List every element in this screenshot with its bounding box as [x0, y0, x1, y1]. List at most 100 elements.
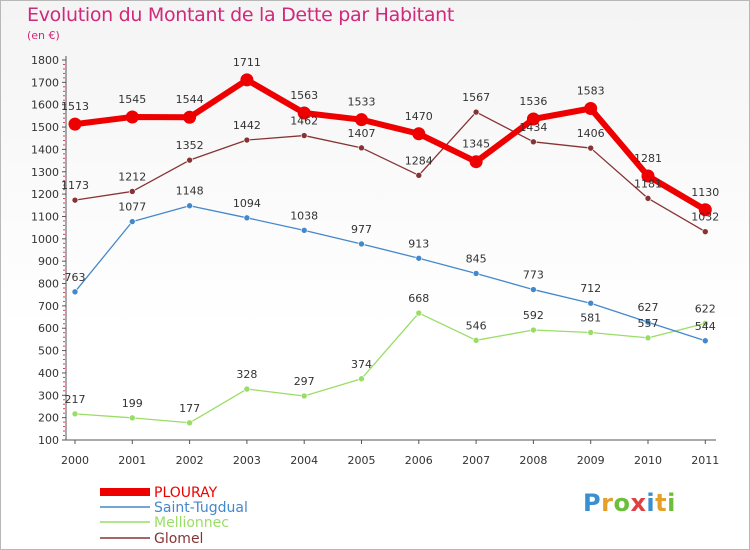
y-tick-label: 1500	[31, 121, 59, 134]
x-tick-label: 2005	[348, 454, 376, 467]
data-label: 1094	[233, 197, 261, 210]
data-label: 1148	[176, 185, 204, 198]
data-label: 1130	[691, 186, 719, 199]
data-point	[358, 144, 365, 152]
logo-letter: r	[601, 489, 614, 517]
data-label: 217	[65, 393, 86, 406]
data-point	[186, 202, 193, 210]
data-point	[530, 138, 537, 146]
data-label: 1406	[577, 127, 605, 140]
data-point	[644, 318, 652, 326]
series-line-mellionnec	[74, 312, 706, 424]
y-tick-label: 1800	[31, 54, 59, 67]
data-point	[415, 254, 423, 262]
y-tick-label: 1100	[31, 210, 59, 223]
legend-label: Mellionnec	[154, 515, 229, 531]
data-label: 1173	[61, 179, 89, 192]
logo-letter: i	[646, 489, 656, 517]
data-point	[698, 203, 712, 217]
data-label: 627	[638, 301, 659, 314]
data-point	[240, 73, 254, 87]
data-label: 1038	[290, 209, 318, 222]
legend-label: Glomel	[154, 531, 203, 547]
data-label: 581	[580, 311, 601, 324]
data-point	[183, 110, 197, 124]
logo-letter: t	[655, 489, 668, 517]
data-point	[584, 102, 598, 116]
data-point	[355, 113, 368, 127]
data-point	[415, 172, 423, 179]
data-point	[129, 414, 136, 422]
series-line-plouray	[74, 76, 707, 213]
x-tick-label: 2010	[634, 454, 662, 467]
data-label: 1567	[462, 91, 490, 104]
data-point	[701, 337, 709, 345]
data-point	[243, 136, 251, 144]
data-label: 1462	[290, 115, 318, 128]
data-label: 297	[294, 375, 315, 388]
data-label: 845	[466, 252, 487, 265]
x-tick-label: 2001	[118, 454, 146, 467]
data-point	[641, 169, 655, 183]
y-tick-label: 1600	[31, 99, 59, 112]
data-label: 773	[523, 269, 544, 282]
x-tick-label: 2007	[462, 454, 490, 467]
data-label: 1583	[577, 85, 605, 98]
data-label: 668	[408, 292, 429, 305]
data-point	[243, 385, 251, 393]
data-label: 374	[351, 358, 372, 371]
data-label: 1345	[462, 138, 490, 151]
data-point	[186, 419, 193, 427]
y-tick-label: 700	[38, 300, 59, 313]
data-point	[644, 195, 652, 202]
x-tick-label: 2008	[519, 454, 547, 467]
data-point	[300, 392, 308, 400]
y-tick-label: 200	[38, 412, 59, 425]
x-tick-label: 2011	[691, 454, 719, 467]
y-tick-label: 500	[38, 345, 59, 358]
data-point	[530, 286, 537, 293]
y-tick-label: 900	[38, 255, 59, 268]
data-point	[587, 144, 595, 152]
data-label: 1281	[634, 152, 662, 165]
x-tick-label: 2009	[577, 454, 605, 467]
data-label: 1563	[290, 89, 318, 102]
logo-letter: x	[630, 489, 647, 517]
data-label: 557	[638, 317, 659, 330]
x-tick-label: 2000	[61, 454, 89, 467]
data-point	[300, 132, 308, 139]
data-point	[644, 334, 652, 342]
data-label: 1470	[405, 110, 433, 123]
data-label: 199	[122, 397, 143, 410]
data-label: 544	[695, 320, 716, 333]
chart-subtitle: (en €)	[27, 29, 60, 42]
data-point	[701, 228, 709, 235]
logo-letter: P	[583, 489, 602, 517]
data-label: 592	[523, 309, 544, 322]
data-point	[701, 320, 709, 327]
data-label: 622	[695, 302, 716, 315]
data-label: 977	[351, 223, 372, 236]
data-point	[358, 375, 365, 383]
data-point	[71, 196, 79, 204]
data-label: 1032	[691, 211, 719, 224]
data-point	[129, 188, 136, 195]
data-label: 1181	[634, 177, 662, 190]
data-point	[358, 240, 365, 248]
legend-label: PLOURAY	[154, 485, 218, 501]
data-label: 1442	[233, 119, 261, 132]
logo-letter: o	[613, 489, 631, 517]
data-label: 1352	[176, 139, 204, 152]
data-point	[472, 108, 480, 116]
data-label: 1284	[405, 154, 433, 167]
data-label: 763	[65, 271, 86, 284]
series-line-glomel	[74, 111, 706, 233]
data-point	[71, 288, 79, 296]
data-label: 328	[236, 368, 257, 381]
data-point	[472, 270, 480, 277]
y-tick-label: 100	[38, 434, 59, 447]
data-label: 1544	[176, 93, 204, 106]
data-point	[469, 155, 483, 169]
